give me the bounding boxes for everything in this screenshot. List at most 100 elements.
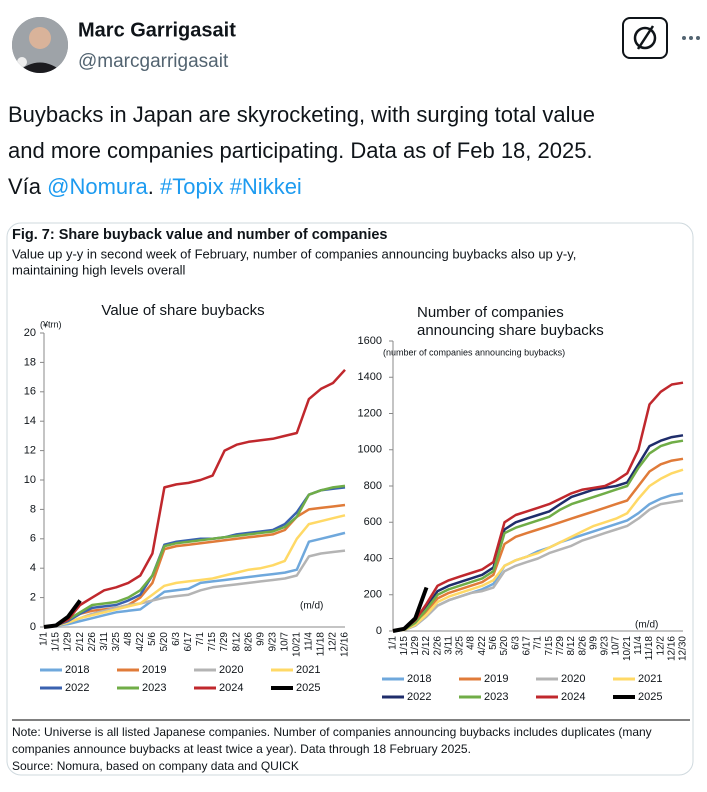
grok-button[interactable] [622,17,668,59]
y-tick-label: 10 [24,474,36,486]
legend-label: 2020 [561,673,585,685]
x-tick-label: 2/12 [75,632,86,652]
x-tick-label: 11/4 [304,632,315,651]
series-line [43,484,346,629]
x-tick-label: 12/30 [678,636,689,661]
y-tick-label: 6 [30,533,36,545]
x-tick-label: 6/3 [510,636,521,650]
x-unit: (m/d) [300,601,323,612]
legend-label: 2025 [296,682,320,694]
author-name[interactable]: Marc Garrigasait [78,19,236,41]
y-tick-label: 1600 [358,335,382,347]
legend-label: 2024 [561,691,585,703]
legend-label: 2023 [142,682,166,694]
x-tick-label: 12/2 [655,636,666,656]
series-line [43,368,346,629]
x-tick-label: 12/2 [328,632,339,652]
y-tick-label: 12 [24,445,36,457]
chart-title: Value of share buybacks [101,302,264,319]
series-line [43,549,346,629]
x-tick-label: 9/9 [588,636,599,650]
x-unit: (m/d) [635,620,658,631]
x-tick-label: 10/7 [279,632,290,652]
x-tick-label: 4/22 [135,632,146,652]
figure-subtitle: maintaining high levels overall [12,262,186,277]
y-tick-label: 1400 [358,371,382,383]
y-tick-label: 200 [364,589,382,601]
series-line [392,468,684,633]
tweet-text-span: Vía [8,174,47,199]
y-tick-label: 18 [24,356,36,368]
avatar[interactable] [12,17,68,75]
legend-label: 2025 [638,691,662,703]
y-tick-label: 0 [376,625,382,637]
legend-label: 2021 [296,664,320,676]
figure-title: Fig. 7: Share buyback value and number o… [12,227,388,243]
y-tick-label: 16 [24,386,36,398]
x-tick-label: 5/6 [147,632,158,646]
chart-title: Number of companies [417,304,564,321]
y-tick-label: 600 [364,516,382,528]
series-line [43,514,346,629]
tweet-text-span: and more companies participating. Data a… [8,138,593,163]
x-tick-label: 10/21 [622,636,633,661]
x-tick-label: 4/22 [477,636,488,656]
x-tick-label: 1/1 [388,636,399,650]
x-tick-label: 2/26 [87,632,98,652]
x-tick-label: 2/26 [432,636,443,656]
tweet-text-line: Vía @Nomura. #Topix #Nikkei [8,174,302,199]
x-tick-label: 10/7 [611,636,622,656]
x-tick-label: 3/11 [99,632,110,651]
y-tick-label: 2 [30,592,36,604]
x-tick-label: 11/18 [316,632,327,657]
legend-label: 2019 [484,673,508,685]
x-tick-label: 3/25 [455,636,466,656]
figure-subtitle: Value up y-y in second week of February,… [12,246,576,261]
y-tick-label: 8 [30,503,36,515]
legend-label: 2024 [219,682,243,694]
legend-label: 2020 [219,664,243,676]
tweet-text-line: and more companies participating. Data a… [8,138,593,163]
y-tick-label: 14 [24,415,36,427]
tweet-link[interactable]: @Nomura [47,174,148,199]
series-line [43,599,82,629]
media-card[interactable] [6,222,694,776]
series-line [43,531,346,629]
x-tick-label: 4/8 [123,632,134,646]
y-tick-label: 400 [364,552,382,564]
x-tick-label: 6/17 [183,632,194,652]
x-tick-label: 6/3 [171,632,182,646]
tweet-link[interactable]: #Nikkei [230,174,302,199]
y-unit: (number of companies announcing buybacks… [383,347,565,357]
x-tick-label: 7/29 [219,632,230,652]
x-tick-label: 7/15 [544,636,555,656]
note: companies announce buybacks at least twi… [12,742,471,756]
x-tick-label: 7/15 [207,632,218,652]
tweet-text-span: Buybacks in Japan are skyrocketing, with… [8,102,595,127]
x-tick-label: 8/26 [577,636,588,656]
x-tick-label: 5/20 [159,632,170,652]
y-tick-label: 0 [30,621,36,633]
source: Source: Nomura, based on company data an… [12,759,299,773]
legend-label: 2018 [407,673,431,685]
legend-label: 2019 [142,664,166,676]
y-tick-label: 4 [30,562,36,574]
x-tick-label: 1/1 [39,632,50,646]
x-tick-label: 8/26 [243,632,254,652]
x-tick-label: 7/29 [555,636,566,656]
tweet-text-line: Buybacks in Japan are skyrocketing, with… [8,102,595,127]
series-line [43,486,346,629]
tweet-link[interactable]: #Topix [160,174,224,199]
series-line [392,439,684,633]
legend-label: 2023 [484,691,508,703]
x-tick-label: 9/23 [267,632,278,652]
x-tick-label: 12/16 [666,636,677,661]
y-tick-label: 1000 [358,444,382,456]
more-button[interactable] [682,36,700,40]
x-tick-label: 3/25 [111,632,122,652]
author-handle[interactable]: @marcgarrigasait [78,51,229,72]
x-tick-label: 7/1 [195,632,206,646]
y-tick-label: 1200 [358,407,382,419]
x-tick-label: 1/29 [410,636,421,656]
